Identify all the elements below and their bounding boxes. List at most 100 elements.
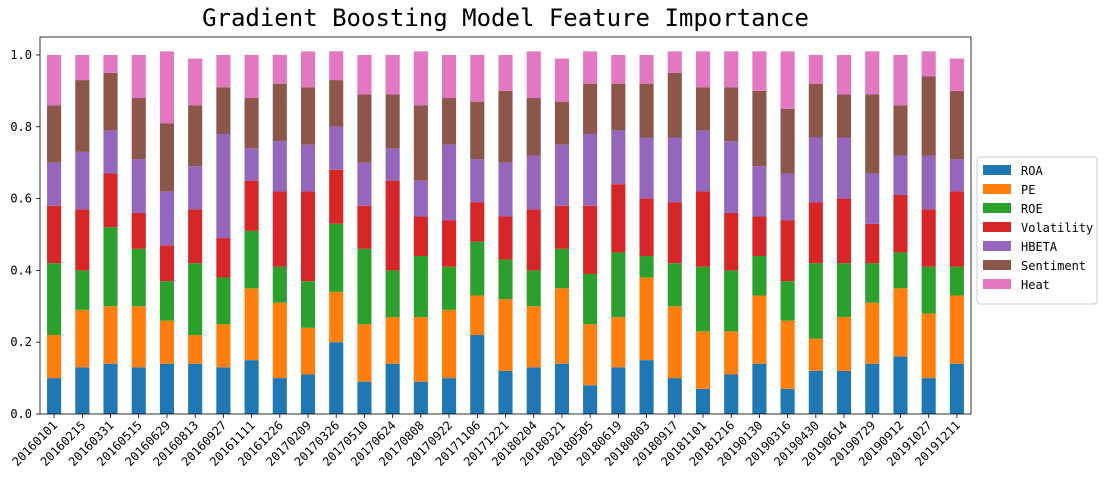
bar-segment-roe-20160813 — [188, 263, 203, 336]
bar-segment-volatility-20161226 — [272, 191, 287, 267]
bar-segment-roa-20160629 — [159, 363, 175, 414]
bar-segment-volatility-20190430 — [808, 202, 823, 264]
bar-segment-volatility-20180917 — [667, 202, 682, 264]
bar-segment-roe-20181101 — [695, 266, 711, 332]
bar-segment-sentiment-20170808 — [413, 105, 428, 181]
legend-label-volatility: Volatility — [1021, 221, 1093, 235]
bar-segment-sentiment-20180204 — [526, 98, 541, 156]
bar-segment-pe-20190316 — [780, 320, 795, 389]
bar-segment-volatility-20191027 — [921, 209, 936, 267]
bar-segment-roa-20180321 — [554, 363, 569, 414]
bar-segment-volatility-20160331 — [103, 173, 118, 228]
bar-segment-heat-20181216 — [724, 51, 739, 88]
bar-segment-volatility-20190912 — [893, 194, 908, 253]
bar-segment-sentiment-20170922 — [442, 98, 457, 145]
bar-segment-volatility-20161111 — [244, 180, 259, 231]
bar-segment-roe-20191027 — [921, 266, 936, 314]
bar-segment-sentiment-20190130 — [752, 90, 767, 167]
bar-segment-hbeta-20180204 — [526, 155, 541, 210]
bar-segment-heat-20170209 — [300, 51, 316, 88]
bar-segment-heat-20160101 — [47, 54, 62, 106]
bar-segment-volatility-20190316 — [780, 220, 795, 282]
legend-label-hbeta: HBETA — [1021, 240, 1058, 254]
legend-label-roa: ROA — [1021, 164, 1043, 178]
bar-segment-pe-20160101 — [47, 335, 62, 379]
bar-segment-sentiment-20170510 — [357, 94, 372, 163]
bar-segment-roa-20160927 — [216, 367, 231, 414]
bar-segment-heat-20170624 — [385, 54, 400, 95]
bar-segment-hbeta-20180505 — [583, 133, 598, 206]
bar-segment-pe-20180917 — [667, 306, 682, 379]
bar-segment-volatility-20181216 — [724, 212, 739, 271]
bar-segment-roe-20170209 — [300, 281, 316, 328]
bar-segment-roe-20161111 — [244, 230, 259, 289]
bar-segment-heat-20190430 — [808, 54, 823, 84]
bar-segment-volatility-20171221 — [498, 216, 513, 260]
bar-segment-pe-20160813 — [188, 335, 203, 364]
bar-segment-heat-20160927 — [216, 54, 231, 88]
bar-segment-roa-20191027 — [921, 378, 936, 414]
bar-segment-volatility-20160813 — [188, 209, 203, 264]
bar-segment-hbeta-20160629 — [159, 191, 175, 246]
legend-swatch-roa — [983, 165, 1011, 175]
bar-segment-heat-20191211 — [949, 58, 964, 91]
bar-segment-pe-20160331 — [103, 306, 118, 364]
bar-segment-sentiment-20160927 — [216, 87, 231, 134]
bar-segment-heat-20180505 — [583, 51, 598, 84]
bar-segment-roe-20190729 — [865, 263, 880, 303]
bar-segment-roe-20170922 — [442, 266, 457, 310]
bar-segment-pe-20161226 — [272, 302, 287, 379]
bar-segment-hbeta-20160215 — [75, 151, 90, 210]
bar-segment-roe-20190912 — [893, 252, 908, 289]
bar-segment-heat-20170808 — [413, 51, 428, 106]
bar-segment-volatility-20180619 — [611, 184, 626, 253]
bar-segment-roe-20170326 — [329, 223, 344, 292]
bar-segment-heat-20161226 — [272, 54, 287, 84]
bar-segment-roe-20191211 — [949, 266, 964, 296]
bar-segment-volatility-20190614 — [836, 198, 852, 264]
bar-segment-heat-20160813 — [188, 58, 203, 106]
bar-segment-sentiment-20190430 — [808, 83, 823, 138]
bar-segment-hbeta-20190729 — [865, 173, 880, 224]
bar-segment-pe-20161111 — [244, 288, 259, 361]
bar-segment-hbeta-20190912 — [893, 155, 908, 195]
bar-segment-roe-20180204 — [526, 270, 541, 307]
bar-segment-heat-20170922 — [442, 54, 457, 99]
bar-segment-roe-20180619 — [611, 252, 626, 318]
bar-segment-roa-20180619 — [611, 367, 626, 414]
bar-segment-hbeta-20180803 — [639, 137, 654, 199]
bar-segment-volatility-20180803 — [639, 198, 654, 257]
bar-segment-roa-20160813 — [188, 363, 203, 414]
bar-segment-heat-20160331 — [103, 54, 118, 73]
bar-segment-sentiment-20180803 — [639, 83, 654, 138]
bar-segment-pe-20180204 — [526, 306, 541, 368]
bar-segment-roa-20160331 — [103, 363, 118, 414]
bar-segment-roe-20190614 — [836, 263, 852, 318]
bar-segment-roa-20161111 — [244, 360, 259, 414]
bar-segment-sentiment-20171221 — [498, 90, 513, 163]
bar-segment-pe-20160629 — [159, 320, 175, 364]
bar-segment-hbeta-20180619 — [611, 130, 626, 185]
bar-segment-hbeta-20170922 — [442, 144, 457, 221]
bar-segment-heat-20180917 — [667, 51, 682, 73]
bar-segment-roe-20160629 — [159, 281, 175, 321]
bar-segment-sentiment-20180917 — [667, 72, 682, 138]
bar-segment-volatility-20180204 — [526, 209, 541, 271]
bar-segment-hbeta-20191211 — [949, 159, 964, 192]
bar-segment-roa-20190912 — [893, 356, 908, 414]
bar-segment-sentiment-20181216 — [724, 87, 739, 142]
legend-swatch-roe — [983, 203, 1011, 213]
bar-segment-hbeta-20180321 — [554, 144, 569, 206]
bar-segment-hbeta-20170624 — [385, 148, 400, 181]
bar-segment-roa-20181101 — [695, 388, 711, 414]
bar-segment-hbeta-20190430 — [808, 137, 823, 203]
bar-segment-pe-20170922 — [442, 309, 457, 379]
bar-segment-pe-20170808 — [413, 317, 428, 382]
legend-label-roe: ROE — [1021, 202, 1043, 216]
bar-segment-roa-20170209 — [300, 374, 316, 414]
plot-area: 2016010120160215201603312016051520160629… — [9, 36, 972, 469]
bar-segment-sentiment-20160515 — [131, 98, 146, 160]
bar-segment-pe-20190729 — [865, 302, 880, 364]
legend-swatch-hbeta — [983, 241, 1011, 251]
